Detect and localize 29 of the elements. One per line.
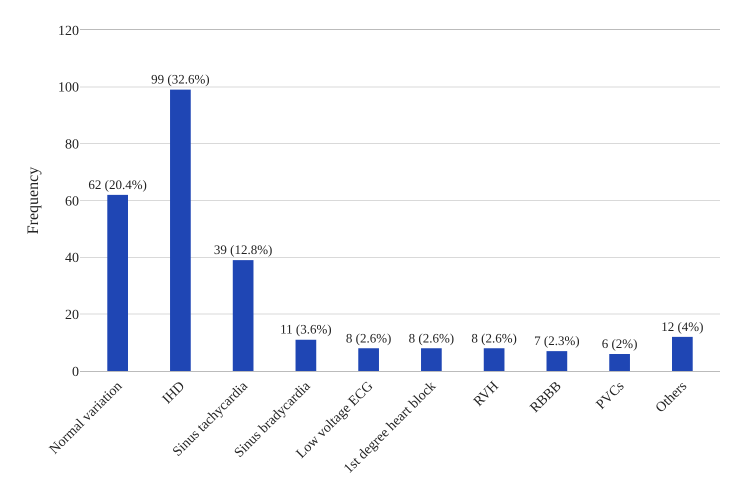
bar	[546, 351, 568, 371]
data-label: 8 (2.6%)	[471, 330, 517, 346]
bar	[170, 90, 191, 371]
data-label: 62 (20.4%)	[88, 176, 147, 192]
y-axis-title: Frequency	[24, 166, 42, 234]
bar	[107, 194, 128, 371]
data-label: 12 (4%)	[661, 318, 704, 334]
data-label: 39 (12.8%)	[214, 242, 272, 258]
bar	[609, 354, 630, 371]
y-tick-label: 40	[65, 251, 79, 266]
bar	[672, 336, 693, 371]
data-label: 11 (3.6%)	[280, 322, 332, 337]
data-label: 99 (32.6%)	[151, 72, 210, 87]
x-tick-label: IHD	[160, 378, 188, 408]
bar	[484, 348, 504, 371]
bar	[421, 348, 442, 371]
data-label: 8 (2.6%)	[408, 330, 454, 346]
y-tick-label: 120	[58, 24, 79, 39]
data-label: 6 (2%)	[602, 336, 638, 351]
y-tick-label: 20	[65, 308, 79, 324]
y-tick-label: 60	[65, 194, 79, 210]
y-tick-label: 100	[58, 80, 79, 96]
data-label: 7 (2.3%)	[534, 333, 580, 348]
bar	[358, 348, 379, 371]
bar	[232, 260, 254, 371]
bar	[296, 340, 316, 371]
y-tick-label: 80	[65, 138, 79, 153]
y-tick-label: 0	[72, 364, 79, 380]
data-label: 8 (2.6%)	[346, 330, 392, 346]
